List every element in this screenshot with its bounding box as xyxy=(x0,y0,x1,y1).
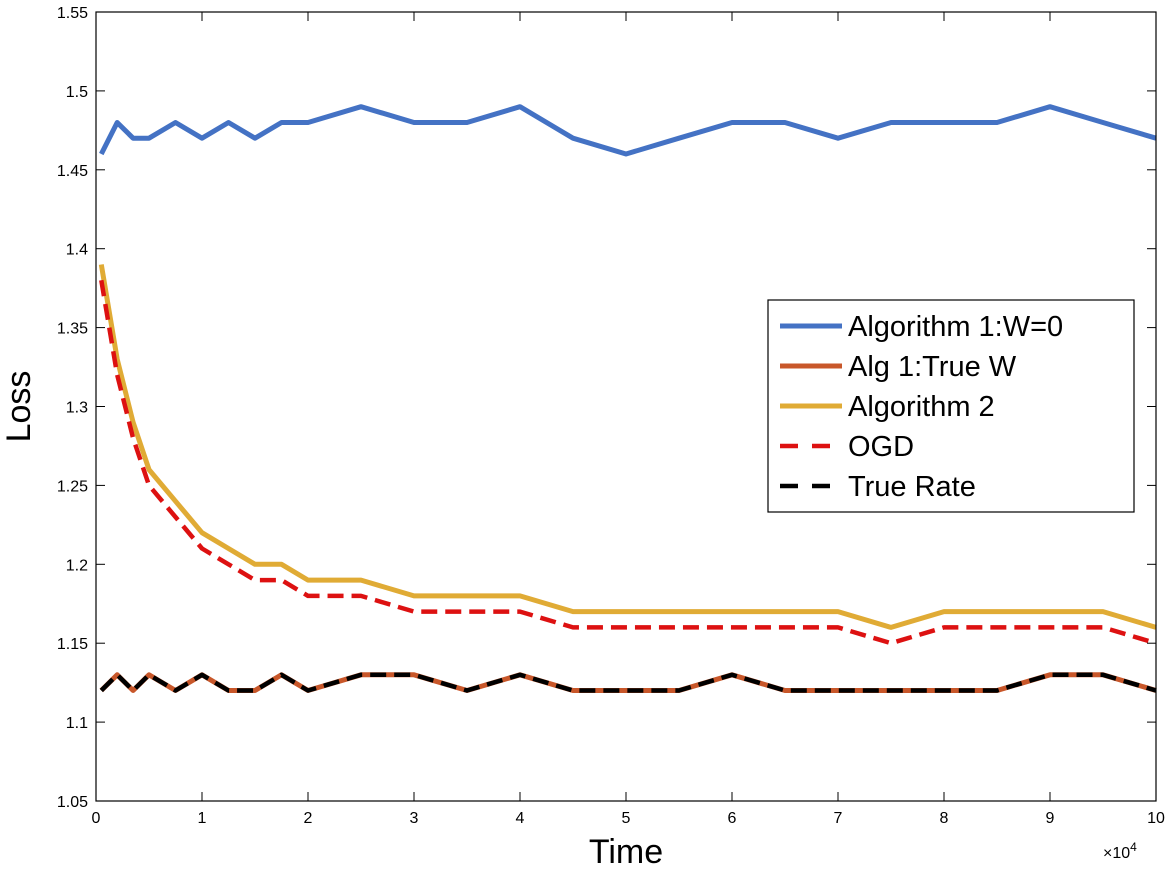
legend-item: Alg 1:True W xyxy=(780,351,1017,383)
y-tick-label: 1.35 xyxy=(57,321,88,338)
x-tick-label: 6 xyxy=(728,810,737,827)
series-line-3 xyxy=(99,279,1157,646)
y-tick-label: 1.1 xyxy=(66,715,88,732)
x-axis-exponent-power: 4 xyxy=(1130,840,1137,854)
y-tick-label: 1.15 xyxy=(57,636,88,653)
x-tick-label: 1 xyxy=(198,810,207,827)
legend-label: Algorithm 2 xyxy=(848,391,995,423)
x-tick-label: 5 xyxy=(622,810,631,827)
x-axis-exponent: ×104 xyxy=(1103,840,1137,862)
y-tick-label: 1.05 xyxy=(57,794,88,811)
series-line-4 xyxy=(99,672,1157,693)
x-axis: 0 1 2 3 4 5 6 7 8 9 10 xyxy=(92,12,1165,827)
y-tick-label: 1.5 xyxy=(66,84,88,101)
x-tick-label: 0 xyxy=(92,810,101,827)
x-axis-label: Time xyxy=(589,833,663,871)
x-axis-exponent-base: ×10 xyxy=(1103,845,1130,862)
series-line-2 xyxy=(98,264,1157,630)
y-tick-label: 1.3 xyxy=(66,400,88,417)
legend: Algorithm 1:W=0 Alg 1:True W Algorithm 2 OG… xyxy=(767,299,1135,513)
legend-label: True Rate xyxy=(848,471,976,503)
y-axis-label: Loss xyxy=(0,371,38,443)
x-tick-label: 10 xyxy=(1147,810,1165,827)
x-tick-label: 3 xyxy=(410,810,419,827)
plot-area: 0 1 2 3 4 5 6 7 8 9 10 1.051.11.151.21.251.31.351.… xyxy=(57,5,1165,827)
y-tick-label: 1.4 xyxy=(66,242,88,259)
x-tick-label: 2 xyxy=(304,810,313,827)
y-tick-label: 1.55 xyxy=(57,5,88,22)
y-tick-label: 1.2 xyxy=(66,557,88,574)
legend-item: Algorithm 2 xyxy=(780,391,995,423)
x-tick-label: 7 xyxy=(834,810,843,827)
legend-item: Algorithm 1:W=0 xyxy=(780,311,1063,343)
x-tick-label: 9 xyxy=(1046,810,1055,827)
legend-item: True Rate xyxy=(780,471,976,503)
y-tick-label: 1.25 xyxy=(57,478,88,495)
legend-items: Algorithm 1:W=0 Alg 1:True W Algorithm 2 OG… xyxy=(780,311,1063,503)
legend-label: Algorithm 1:W=0 xyxy=(848,311,1063,343)
legend-label: Alg 1:True W xyxy=(848,351,1017,383)
y-tick-label: 1.45 xyxy=(57,163,88,180)
x-tick-label: 4 xyxy=(516,810,525,827)
x-tick-label: 8 xyxy=(940,810,949,827)
y-axis: 1.05 1.1 1.15 1.2 1.25 1.3 1.35 1.4 1.45 1.5 1.55 xyxy=(57,5,1156,811)
legend-item: OGD xyxy=(780,431,914,463)
series-line-0 xyxy=(99,104,1157,157)
series-layer xyxy=(98,104,1157,693)
legend-label: OGD xyxy=(848,431,914,463)
